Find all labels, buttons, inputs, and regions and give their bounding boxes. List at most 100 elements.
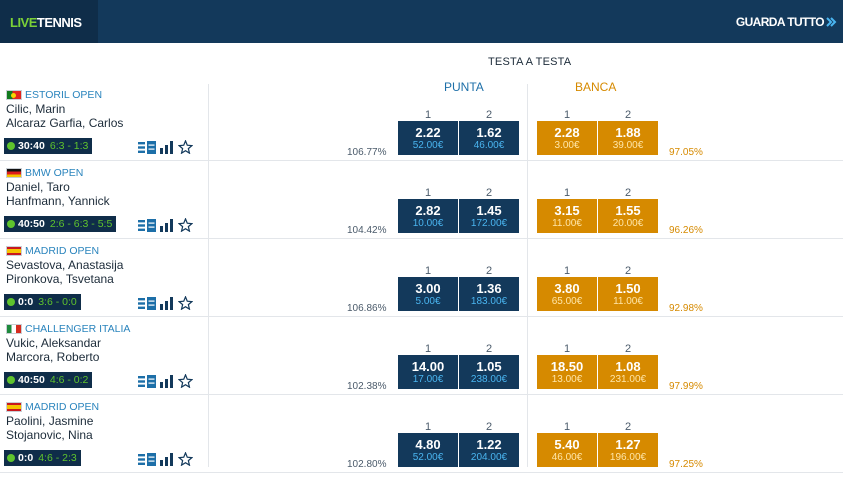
lay-odds-button-2[interactable]: 1.55 20.00€ (598, 199, 658, 233)
tournament-link[interactable]: MADRID OPEN (6, 245, 99, 257)
double-chevron-right-icon (826, 17, 837, 27)
back-odds-button-1[interactable]: 4.80 52.00€ (398, 433, 458, 467)
back-odds-button-1[interactable]: 2.22 52.00€ (398, 121, 458, 155)
lay-odds-button-1[interactable]: 18.50 13.00€ (537, 355, 597, 389)
live-score-badge: 30:40 6:3 - 1:3 (4, 138, 93, 154)
favorite-star-icon[interactable] (178, 140, 193, 154)
scoreboard-icon[interactable] (138, 374, 156, 388)
available-amount: 52.00€ (412, 452, 444, 463)
player1-name[interactable]: Daniel, Taro (6, 180, 70, 194)
lay-odds-button-1[interactable]: 5.40 46.00€ (537, 433, 597, 467)
back-col2-label: 2 (485, 109, 493, 121)
live-dot-icon (7, 220, 15, 228)
player2-name[interactable]: Marcora, Roberto (6, 350, 100, 364)
tennis-label: TENNIS (36, 15, 82, 30)
live-score-badge: 40:50 4:6 - 0:2 (4, 372, 93, 388)
player2-name[interactable]: Hanfmann, Yannick (6, 194, 110, 208)
country-flag-icon (6, 324, 22, 334)
tournament-link[interactable]: CHALLENGER ITALIA (6, 323, 130, 335)
back-odds-button-2[interactable]: 1.62 46.00€ (459, 121, 519, 155)
back-odds-button-1[interactable]: 3.00 5.00€ (398, 277, 458, 311)
live-tennis-tab[interactable]: LIVETENNIS (0, 0, 98, 43)
available-amount: 183.00€ (470, 296, 508, 307)
available-amount: 196.00€ (609, 452, 647, 463)
odds-value: 14.00 (411, 359, 445, 374)
lay-odds-button-1[interactable]: 3.15 11.00€ (537, 199, 597, 233)
set-score: 4:6 - 2:3 (38, 452, 77, 464)
lay-odds-button-2[interactable]: 1.27 196.00€ (598, 433, 658, 467)
lay-odds-button-2[interactable]: 1.08 231.00€ (598, 355, 658, 389)
lay-odds-button-2[interactable]: 1.88 39.00€ (598, 121, 658, 155)
favorite-star-icon[interactable] (178, 218, 193, 232)
back-odds-button-1[interactable]: 14.00 17.00€ (398, 355, 458, 389)
favorite-star-icon[interactable] (178, 374, 193, 388)
back-book-percentage: 102.80% (347, 459, 387, 470)
back-book-percentage: 102.38% (347, 381, 387, 392)
player2-name[interactable]: Stojanovic, Nina (6, 428, 93, 442)
match-row: MADRID OPEN Sevastova, Anastasija Pironk… (0, 239, 843, 317)
lay-odds-button-2[interactable]: 1.50 11.00€ (598, 277, 658, 311)
row-actions (138, 452, 197, 466)
lay-col2-label: 2 (624, 187, 632, 199)
game-score: 0:0 (18, 296, 34, 308)
tournament-link[interactable]: BMW OPEN (6, 167, 83, 179)
available-amount: 13.00€ (551, 374, 583, 385)
stats-bars-icon[interactable] (160, 374, 174, 388)
odds-value: 1.55 (615, 203, 641, 218)
favorite-star-icon[interactable] (178, 296, 193, 310)
favorite-star-icon[interactable] (178, 452, 193, 466)
odds-value: 3.80 (554, 281, 580, 296)
available-amount: 10.00€ (412, 218, 444, 229)
match-row: CHALLENGER ITALIA Vukic, Aleksandar Marc… (0, 317, 843, 395)
row-divider (0, 472, 843, 473)
back-odds-button-2[interactable]: 1.22 204.00€ (459, 433, 519, 467)
stats-bars-icon[interactable] (160, 218, 174, 232)
stats-bars-icon[interactable] (160, 140, 174, 154)
player2-name[interactable]: Pironkova, Tsvetana (6, 272, 114, 286)
stats-bars-icon[interactable] (160, 296, 174, 310)
row-divider (0, 316, 843, 317)
odds-value: 1.22 (476, 437, 502, 452)
tournament-link[interactable]: ESTORIL OPEN (6, 89, 102, 101)
back-odds-button-2[interactable]: 1.45 172.00€ (459, 199, 519, 233)
lay-col1-label: 1 (563, 265, 571, 277)
odds-value: 2.82 (415, 203, 441, 218)
info-divider (208, 84, 209, 467)
lay-odds-button-1[interactable]: 2.28 3.00€ (537, 121, 597, 155)
row-divider (0, 160, 843, 161)
column-divider (527, 84, 528, 467)
live-dot-icon (7, 454, 15, 462)
back-odds-button-2[interactable]: 1.36 183.00€ (459, 277, 519, 311)
back-col1-label: 1 (424, 421, 432, 433)
stats-bars-icon[interactable] (160, 452, 174, 466)
back-col2-label: 2 (485, 265, 493, 277)
scoreboard-icon[interactable] (138, 296, 156, 310)
scoreboard-icon[interactable] (138, 140, 156, 154)
odds-value: 1.45 (476, 203, 502, 218)
back-odds-button-2[interactable]: 1.05 238.00€ (459, 355, 519, 389)
lay-odds-button-1[interactable]: 3.80 65.00€ (537, 277, 597, 311)
row-divider (0, 394, 843, 395)
set-score: 6:3 - 1:3 (49, 140, 89, 152)
available-amount: 39.00€ (612, 140, 644, 151)
back-book-percentage: 106.77% (347, 147, 387, 158)
odds-value: 1.62 (476, 125, 502, 140)
available-amount: 231.00€ (609, 374, 647, 385)
scoreboard-icon[interactable] (138, 452, 156, 466)
back-odds-button-1[interactable]: 2.82 10.00€ (398, 199, 458, 233)
available-amount: 5.00€ (415, 296, 441, 307)
player1-name[interactable]: Sevastova, Anastasija (6, 258, 124, 272)
available-amount: 11.00€ (552, 218, 582, 229)
back-col2-label: 2 (485, 343, 493, 355)
odds-value: 5.40 (554, 437, 580, 452)
scoreboard-icon[interactable] (138, 218, 156, 232)
tournament-link[interactable]: MADRID OPEN (6, 401, 99, 413)
lay-col1-label: 1 (563, 343, 571, 355)
player1-name[interactable]: Paolini, Jasmine (6, 414, 94, 428)
player2-name[interactable]: Alcaraz Garfia, Carlos (6, 116, 124, 130)
player1-name[interactable]: Cilic, Marin (6, 102, 66, 116)
see-all-link[interactable]: GUARDA TUTTO (736, 15, 837, 29)
game-score: 0:0 (18, 452, 34, 464)
set-score: 4:6 - 0:2 (49, 374, 89, 386)
player1-name[interactable]: Vukic, Aleksandar (6, 336, 101, 350)
